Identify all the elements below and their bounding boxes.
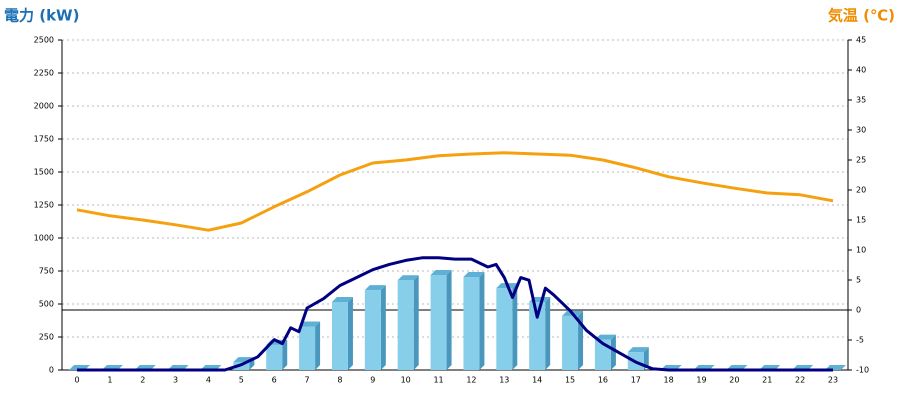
y2-axis-title: 気温 (℃) [828, 7, 895, 25]
bar-top [463, 271, 485, 277]
bar-side [413, 275, 419, 370]
line [76, 151, 834, 232]
bar-side [610, 334, 616, 370]
x-tick-label: 17 [631, 376, 641, 385]
x-tick-label: 3 [173, 376, 178, 385]
bar-side [380, 285, 386, 370]
y-tick-label: 1750 [34, 135, 54, 144]
x-tick-label: 5 [239, 376, 244, 385]
x-tick-label: 9 [370, 376, 375, 385]
x-tick-label: 22 [795, 376, 805, 385]
y2-tick-label: 20 [856, 186, 866, 195]
x-tick-label: 6 [272, 376, 277, 385]
y-tick-label: 250 [39, 333, 54, 342]
bar-top [331, 297, 353, 303]
x-tick-label: 2 [140, 376, 145, 385]
bar-side [479, 271, 485, 370]
y-tick-label: 1000 [34, 234, 54, 243]
x-tick-label: 23 [828, 376, 838, 385]
x-tick-label: 19 [696, 376, 706, 385]
y-tick-label: 2250 [34, 69, 54, 78]
bar [463, 276, 480, 370]
x-tick-label: 14 [532, 376, 542, 385]
bar [331, 302, 348, 370]
bar-top [364, 285, 386, 291]
y2-tick-label: 35 [856, 96, 866, 105]
y-tick-label: 2500 [34, 36, 54, 45]
bar-top [397, 275, 419, 281]
bar [299, 326, 316, 370]
x-tick-label: 11 [433, 376, 443, 385]
bar-side [446, 269, 452, 370]
bar [562, 315, 579, 370]
bar-top [627, 347, 649, 353]
bar [364, 290, 381, 370]
bar [529, 302, 546, 370]
bar-top [430, 269, 452, 275]
y-tick-label: 750 [39, 267, 54, 276]
y-tick-label: 1250 [34, 201, 54, 210]
bar [397, 280, 414, 370]
y2-tick-label: 40 [856, 66, 866, 75]
y2-tick-label: 5 [856, 276, 861, 285]
y2-tick-label: 10 [856, 246, 866, 255]
x-tick-label: 1 [107, 376, 112, 385]
y2-tick-label: 30 [856, 126, 866, 135]
y2-tick-label: -10 [856, 366, 869, 375]
x-tick-label: 7 [305, 376, 310, 385]
y-axis-title: 電力 (kW) [4, 7, 79, 25]
bar-top [299, 321, 321, 327]
x-tick-label: 21 [762, 376, 772, 385]
x-tick-label: 12 [466, 376, 476, 385]
bar [430, 274, 447, 370]
bar-side [545, 297, 551, 370]
y-tick-label: 2000 [34, 102, 54, 111]
x-tick-label: 16 [598, 376, 608, 385]
y-tick-label: 500 [39, 300, 54, 309]
bar-side [347, 297, 353, 370]
y-tick-label: 1500 [34, 168, 54, 177]
x-tick-label: 10 [401, 376, 411, 385]
bar [496, 288, 513, 370]
y2-tick-label: 45 [856, 36, 866, 45]
x-tick-label: 20 [729, 376, 739, 385]
x-tick-label: 4 [206, 376, 211, 385]
y2-tick-label: 0 [856, 306, 861, 315]
y-tick-label: 0 [49, 366, 54, 375]
bar-side [512, 283, 518, 370]
x-tick-label: 8 [337, 376, 342, 385]
x-tick-label: 0 [74, 376, 79, 385]
y2-tick-label: -5 [856, 336, 864, 345]
bar-side [282, 339, 288, 370]
bar-top [594, 334, 616, 340]
line [77, 256, 833, 372]
x-tick-label: 15 [565, 376, 575, 385]
bar-side [315, 321, 321, 370]
bar [266, 344, 283, 370]
y2-tick-label: 25 [856, 156, 866, 165]
x-tick-label: 13 [499, 376, 509, 385]
x-tick-label: 18 [664, 376, 674, 385]
y2-tick-label: 15 [856, 216, 866, 225]
